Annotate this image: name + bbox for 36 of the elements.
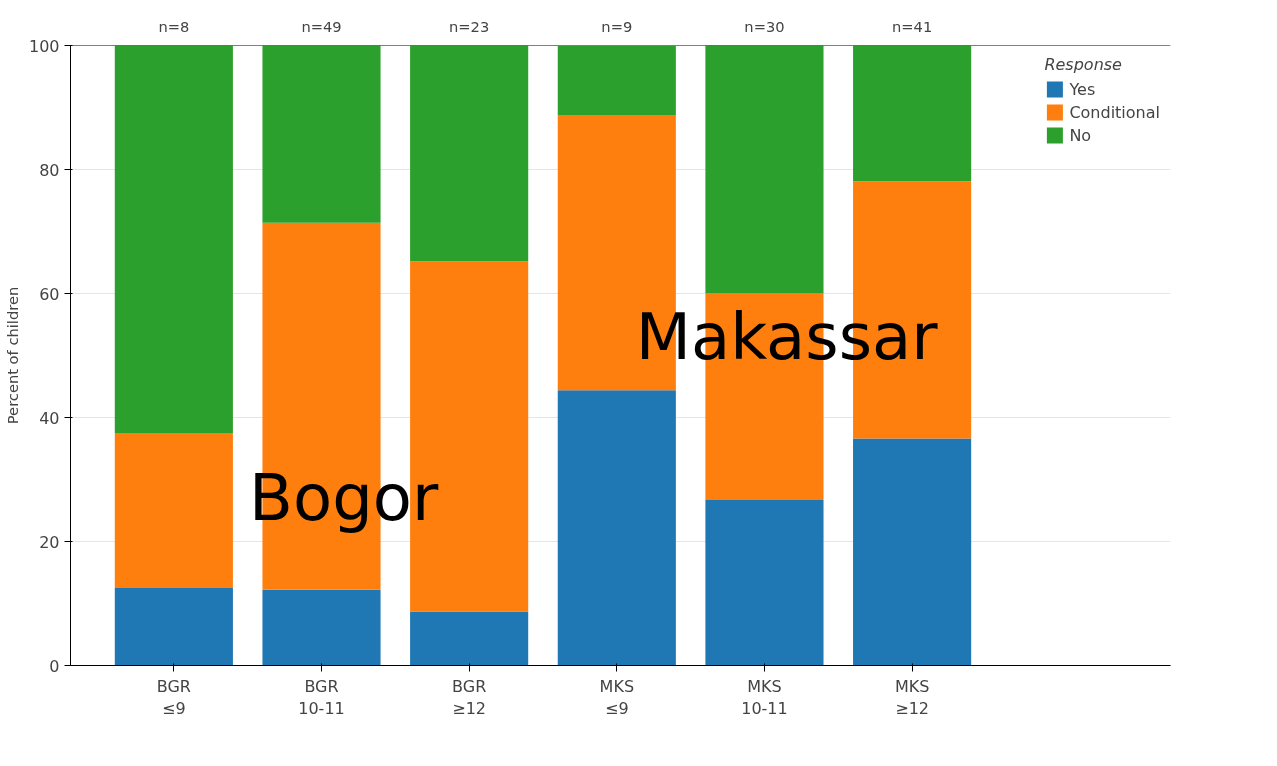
x-tick-label: MKS 10-11	[741, 676, 788, 719]
y-tick-label: 60	[39, 284, 60, 304]
bar	[114, 588, 233, 666]
y-tick-label: 80	[39, 160, 60, 180]
bar	[114, 433, 233, 588]
annotation: n=8	[158, 17, 190, 35]
x-tick-label: BGR 10-11	[298, 676, 345, 719]
y-tick-label: 40	[39, 408, 60, 428]
bar	[114, 45, 233, 433]
bar	[410, 45, 529, 262]
x-tick-label: BGR ≥12	[452, 676, 487, 719]
bar	[410, 611, 529, 666]
legend-label: Yes	[1069, 79, 1096, 99]
bar	[705, 45, 824, 294]
annotation: n=23	[449, 17, 490, 35]
bar	[262, 45, 381, 223]
annotation: n=41	[892, 17, 933, 35]
annotation: n=49	[301, 17, 342, 35]
bar	[853, 45, 972, 182]
bar	[557, 46, 676, 115]
x-tick-label: BGR ≤9	[156, 676, 191, 719]
y-axis-title: Percent of children	[3, 286, 21, 425]
legend-label: No	[1069, 125, 1092, 145]
legend-title: Response	[1044, 55, 1123, 74]
bar	[705, 499, 824, 666]
annotation: n=9	[601, 17, 633, 35]
x-tick-label: MKS ≤9	[599, 676, 635, 719]
annotation: n=30	[744, 17, 785, 35]
y-tick-label: 0	[49, 656, 60, 676]
bar	[853, 438, 972, 666]
x-tick-label: MKS ≥12	[894, 676, 930, 719]
legend-label: Conditional	[1069, 102, 1160, 122]
bar	[262, 589, 381, 666]
bar	[557, 390, 676, 666]
y-tick-label: 100	[28, 36, 60, 56]
y-tick-label: 20	[39, 532, 60, 552]
